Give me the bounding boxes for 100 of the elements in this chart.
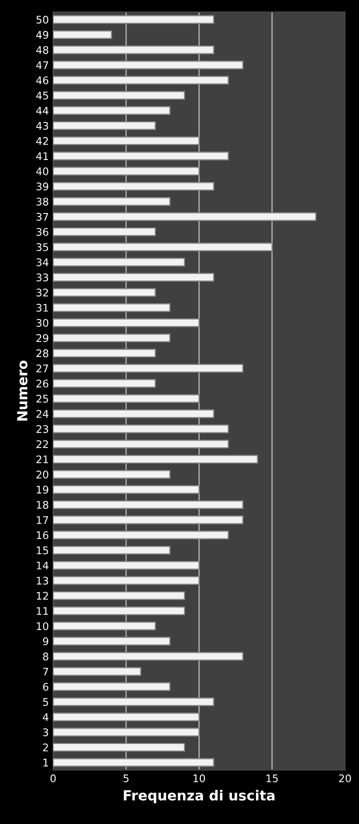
y-tick-label: 14 bbox=[36, 562, 48, 570]
y-tick-label: 18 bbox=[36, 500, 48, 509]
y-tick-label: 42 bbox=[36, 137, 48, 145]
x-tick-label: 0 bbox=[50, 774, 56, 782]
y-tick-label: 2 bbox=[43, 744, 48, 752]
bar bbox=[53, 728, 200, 736]
y-tick-label: 12 bbox=[36, 592, 48, 600]
bar bbox=[53, 606, 186, 616]
x-tick-label: 5 bbox=[124, 774, 129, 782]
bar bbox=[53, 46, 214, 54]
y-tick-label: 4 bbox=[42, 713, 48, 721]
bar bbox=[53, 500, 244, 510]
y-tick-label: 26 bbox=[36, 380, 48, 388]
bar bbox=[53, 227, 156, 236]
bar bbox=[53, 516, 244, 524]
y-tick-label: 50 bbox=[36, 16, 48, 24]
bar bbox=[53, 667, 142, 676]
y-tick-label: 25 bbox=[36, 394, 48, 403]
bar bbox=[53, 561, 200, 570]
x-tick-label: 20 bbox=[339, 774, 351, 782]
bar bbox=[53, 485, 200, 494]
bar bbox=[53, 334, 170, 342]
x-tick-label: 15 bbox=[266, 774, 278, 782]
y-tick-label: 11 bbox=[36, 607, 48, 615]
bar bbox=[53, 242, 273, 252]
bar bbox=[53, 121, 156, 130]
y-tick-label: 35 bbox=[36, 243, 48, 252]
bar bbox=[53, 15, 214, 24]
y-tick-label: 39 bbox=[36, 182, 48, 190]
y-tick-label: 9 bbox=[42, 637, 48, 646]
x-axis-title: Frequenza di uscita bbox=[124, 790, 274, 804]
bar bbox=[53, 318, 200, 328]
y-tick-label: 13 bbox=[36, 576, 48, 585]
y-tick-label: 33 bbox=[36, 274, 48, 282]
y-tick-label: 5 bbox=[43, 698, 48, 706]
bar bbox=[53, 272, 214, 282]
y-tick-label: 20 bbox=[36, 470, 48, 478]
y-tick-label: 28 bbox=[36, 349, 48, 358]
bar bbox=[53, 546, 170, 555]
y-tick-label: 10 bbox=[36, 622, 48, 630]
bar bbox=[53, 697, 214, 706]
y-tick-label: 37 bbox=[36, 212, 48, 221]
bar bbox=[53, 379, 156, 388]
y-tick-label: 40 bbox=[36, 167, 48, 176]
bar bbox=[53, 636, 170, 646]
y-tick-label: 21 bbox=[36, 455, 48, 464]
bar bbox=[53, 364, 244, 373]
bar bbox=[53, 530, 229, 540]
y-tick-label: 34 bbox=[36, 258, 48, 266]
y-tick-label: 23 bbox=[36, 425, 48, 433]
bar bbox=[53, 348, 156, 358]
y-axis-title: Numero bbox=[17, 360, 28, 421]
y-tick-label: 15 bbox=[36, 546, 48, 554]
bar bbox=[53, 682, 170, 691]
y-tick-label: 36 bbox=[36, 228, 48, 236]
y-tick-label: 27 bbox=[36, 364, 48, 372]
y-tick-label: 46 bbox=[36, 76, 48, 84]
bar bbox=[53, 212, 316, 221]
x-tick-label: 10 bbox=[194, 774, 205, 782]
y-tick-label: 38 bbox=[36, 198, 48, 206]
y-tick-label: 16 bbox=[36, 531, 48, 540]
y-tick-label: 3 bbox=[43, 728, 48, 736]
bar bbox=[53, 136, 200, 146]
bar bbox=[53, 622, 156, 630]
bar bbox=[53, 106, 170, 115]
bar bbox=[53, 197, 170, 206]
y-tick-label: 32 bbox=[36, 288, 48, 297]
y-tick-label: 48 bbox=[36, 46, 48, 54]
y-tick-label: 19 bbox=[36, 486, 48, 494]
bar bbox=[53, 90, 186, 100]
y-tick-label: 45 bbox=[36, 92, 48, 100]
bar bbox=[53, 303, 170, 312]
bar bbox=[53, 712, 200, 722]
bar bbox=[53, 258, 186, 266]
y-tick-label: 6 bbox=[43, 682, 48, 691]
y-tick-label: 43 bbox=[36, 122, 48, 130]
bar bbox=[53, 470, 170, 479]
bar bbox=[53, 152, 229, 160]
bar bbox=[53, 652, 244, 661]
y-tick-label: 47 bbox=[36, 61, 48, 69]
bar bbox=[53, 576, 200, 585]
bar bbox=[53, 424, 229, 434]
bar bbox=[53, 30, 112, 40]
y-tick-label: 29 bbox=[36, 334, 48, 342]
bar bbox=[53, 182, 214, 191]
y-tick-label: 41 bbox=[36, 152, 48, 160]
bar bbox=[53, 758, 214, 767]
bar bbox=[53, 409, 214, 418]
y-tick-label: 31 bbox=[36, 304, 48, 312]
bar bbox=[53, 454, 258, 464]
y-tick-label: 22 bbox=[36, 440, 48, 448]
y-tick-label: 1 bbox=[43, 758, 48, 766]
bar bbox=[53, 288, 156, 297]
y-tick-label: 44 bbox=[36, 106, 48, 114]
bar bbox=[53, 76, 229, 85]
y-tick-label: 24 bbox=[36, 410, 48, 418]
y-tick-label: 30 bbox=[36, 318, 48, 327]
y-tick-label: 17 bbox=[36, 516, 48, 524]
bar bbox=[53, 60, 244, 70]
bar bbox=[53, 742, 186, 752]
